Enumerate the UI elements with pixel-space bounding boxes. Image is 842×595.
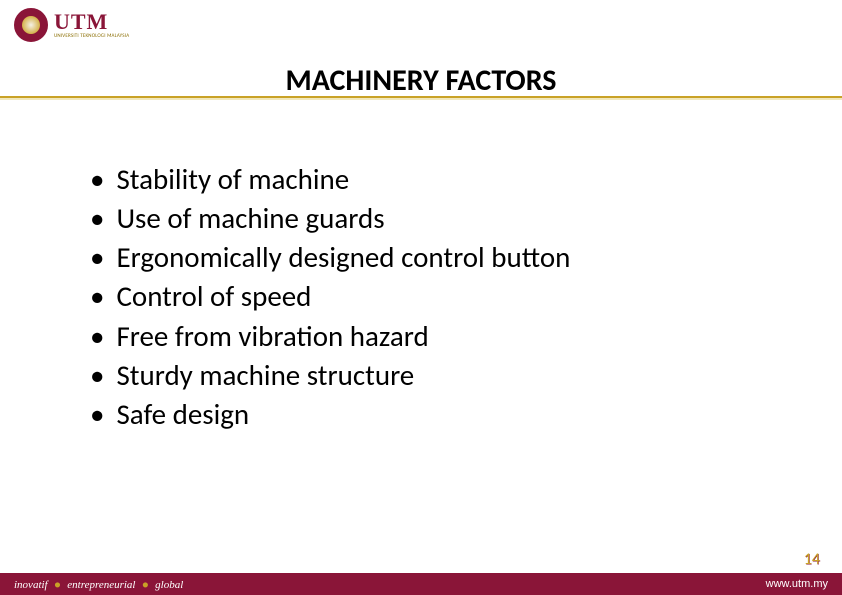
bullet-list: Stability of machine Use of machine guar…: [90, 160, 782, 434]
list-item: Free from vibration hazard: [90, 317, 782, 356]
slide-title: MACHINERY FACTORS: [0, 62, 842, 99]
page-number: 14: [804, 550, 820, 569]
list-item: Use of machine guards: [90, 199, 782, 238]
bullet-text: Free from vibration hazard: [116, 317, 428, 356]
list-item: Ergonomically designed control button: [90, 238, 782, 277]
list-item: Stability of machine: [90, 160, 782, 199]
footer-tag: global: [155, 579, 183, 591]
logo-subtitle: UNIVERSITI TEKNOLOGI MALAYSIA: [54, 34, 129, 39]
header-divider: [0, 96, 842, 102]
list-item: Safe design: [90, 395, 782, 434]
slide-content: Stability of machine Use of machine guar…: [90, 160, 782, 434]
bullet-text: Safe design: [116, 395, 249, 434]
footer-url: www.utm.my: [766, 578, 828, 590]
list-item: Sturdy machine structure: [90, 356, 782, 395]
bullet-text: Ergonomically designed control button: [116, 238, 570, 277]
bullet-text: Stability of machine: [116, 160, 349, 199]
footer-tag: entrepreneurial: [67, 579, 135, 591]
dot-icon: ●: [142, 578, 149, 591]
dot-icon: ●: [54, 578, 61, 591]
logo-name: UTM: [54, 11, 129, 33]
slide-footer: inovatif ● entrepreneurial ● global www.…: [0, 573, 842, 595]
list-item: Control of speed: [90, 277, 782, 316]
logo-seal-icon: [14, 8, 48, 42]
bullet-text: Use of machine guards: [116, 199, 384, 238]
bullet-text: Control of speed: [116, 277, 311, 316]
utm-logo: UTM UNIVERSITI TEKNOLOGI MALAYSIA: [14, 8, 129, 42]
footer-tags: inovatif ● entrepreneurial ● global: [14, 578, 183, 591]
bullet-text: Sturdy machine structure: [116, 356, 414, 395]
logo-text: UTM UNIVERSITI TEKNOLOGI MALAYSIA: [54, 11, 129, 39]
slide-header: UTM UNIVERSITI TEKNOLOGI MALAYSIA: [0, 0, 842, 50]
footer-tag: inovatif: [14, 579, 48, 591]
